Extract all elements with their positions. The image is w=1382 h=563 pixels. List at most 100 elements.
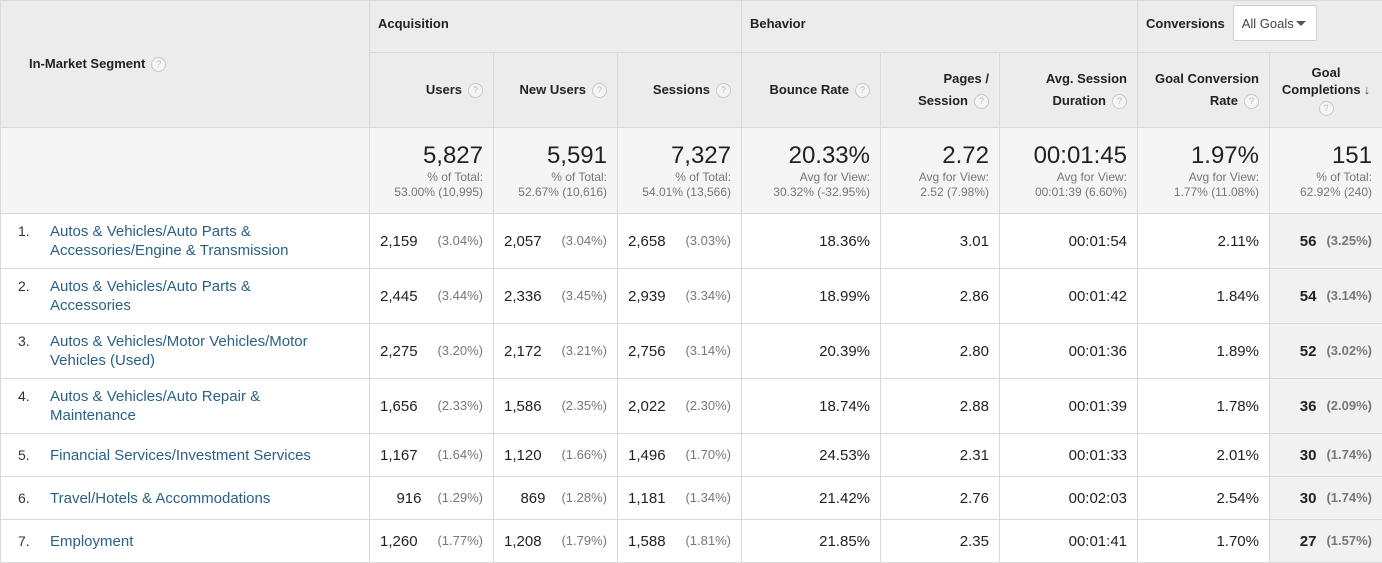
help-icon[interactable]: ?: [716, 83, 731, 99]
segment-line-1[interactable]: Autos & Vehicles/Motor Vehicles/Motor: [50, 333, 308, 350]
goal-completions-column-header[interactable]: Goal Completions ↓ ?: [1269, 52, 1382, 128]
total-detail: 52.67% (10,616): [518, 184, 607, 199]
segment-link[interactable]: Autos & Vehicles/Auto Parts & Accessories: [50, 277, 251, 315]
segment-cell: 2. Autos & Vehicles/Auto Parts & Accessor…: [0, 268, 370, 324]
goal-completions-percent: (1.57%): [1326, 532, 1372, 548]
segment-line-1[interactable]: Autos & Vehicles/Auto Parts &: [50, 223, 251, 240]
segment-line-2[interactable]: Vehicles (Used): [50, 352, 156, 369]
users-cell: 2,159 (3.04%): [369, 213, 494, 269]
goal-completions-percent: (3.25%): [1326, 232, 1372, 248]
bounce-rate-column-header[interactable]: Bounce Rate?: [741, 52, 881, 128]
goal-conversion-rate-cell: 1.70%: [1137, 519, 1270, 563]
segment-link[interactable]: Autos & Vehicles/Motor Vehicles/Motor Veh…: [50, 332, 308, 370]
chevron-down-icon: [1295, 20, 1306, 26]
help-icon[interactable]: ?: [1318, 100, 1334, 116]
sort-descending-icon[interactable]: ↓: [1363, 82, 1371, 98]
pages-session-cell: 2.31: [880, 433, 1000, 477]
total-new-users: 5,591 % of Total: 52.67% (10,616): [493, 127, 618, 214]
total-detail: 30.32% (-32.95%): [773, 184, 870, 199]
gcr-header-line2: Rate: [1209, 93, 1238, 108]
avg-session-duration-cell: 00:01:33: [999, 433, 1138, 477]
avg-session-duration-column-header[interactable]: Avg. Session Duration?: [999, 52, 1138, 128]
segment-line-2[interactable]: Maintenance: [50, 407, 136, 424]
help-icon[interactable]: ?: [468, 83, 483, 99]
goal-completions-percent: (3.14%): [1326, 287, 1372, 303]
pages-session-cell: 2.80: [880, 323, 1000, 379]
total-detail: 54.01% (13,566): [642, 184, 731, 199]
gcr-header-line1: Goal Conversion: [1154, 71, 1259, 86]
users-percent: (3.20%): [437, 342, 483, 358]
pages-session-cell: 2.35: [880, 519, 1000, 563]
users-percent: (1.29%): [437, 489, 483, 505]
pages-session-column-header[interactable]: Pages / Session?: [880, 52, 1000, 128]
segment-link[interactable]: Autos & Vehicles/Auto Repair & Maintenanc…: [50, 387, 260, 425]
users-cell: 2,445 (3.44%): [369, 268, 494, 324]
goal-completions-value: 54: [1299, 287, 1317, 305]
segment-cell: 3. Autos & Vehicles/Motor Vehicles/Motor…: [0, 323, 370, 379]
bounce-rate-cell: 18.74%: [741, 378, 881, 434]
segment-link[interactable]: Autos & Vehicles/Auto Parts & Accessories…: [50, 222, 288, 260]
new-users-cell: 2,172 (3.21%): [493, 323, 618, 379]
table-row: 5. Financial Services/Investment Service…: [0, 433, 1382, 477]
help-icon[interactable]: ?: [592, 83, 607, 99]
users-column-header[interactable]: Users?: [369, 52, 494, 128]
segment-line-1[interactable]: Autos & Vehicles/Auto Repair &: [50, 388, 261, 405]
sessions-value: 2,939: [628, 287, 666, 305]
help-icon[interactable]: ?: [1112, 94, 1127, 110]
total-detail: 1.77% (11.08%): [1173, 184, 1259, 199]
segment-column-header[interactable]: In-Market Segment?: [0, 0, 370, 128]
total-detail: 2.52 (7.98%): [920, 184, 989, 199]
totals-row: 5,827 % of Total: 53.00% (10,995) 5,591 …: [0, 127, 1382, 214]
new-users-percent: (1.66%): [561, 446, 607, 462]
segment-link[interactable]: Travel/Hotels & Accommodations: [50, 489, 271, 507]
goal-conversion-rate-cell: 2.11%: [1137, 213, 1270, 269]
avg-session-duration-cell: 00:01:54: [999, 213, 1138, 269]
total-caption: Avg for View:: [918, 169, 989, 184]
users-value: 916: [396, 489, 422, 507]
conversions-group-label: Conversions: [1146, 15, 1225, 31]
row-number: 3.: [18, 333, 30, 349]
avg-session-duration-cell: 00:01:41: [999, 519, 1138, 563]
sessions-header-label: Sessions: [652, 82, 710, 97]
row-number: 5.: [18, 446, 30, 463]
goal-conversion-rate-cell: 2.54%: [1137, 476, 1270, 520]
segment-line-2[interactable]: Accessories: [50, 297, 131, 314]
total-pages-session: 2.72 Avg for View: 2.52 (7.98%): [880, 127, 1000, 214]
total-value: 7,327: [670, 141, 731, 169]
users-value: 1,167: [380, 446, 418, 464]
sessions-percent: (3.14%): [685, 342, 731, 358]
sessions-value: 2,022: [628, 397, 666, 415]
sessions-column-header[interactable]: Sessions?: [617, 52, 742, 128]
total-sessions: 7,327 % of Total: 54.01% (13,566): [617, 127, 742, 214]
total-value: 2.72: [942, 141, 989, 169]
bounce-rate-cell: 20.39%: [741, 323, 881, 379]
new-users-cell: 1,586 (2.35%): [493, 378, 618, 434]
help-icon[interactable]: ?: [974, 94, 989, 110]
segment-cell: 7. Employment: [0, 519, 370, 563]
goal-conversion-rate-cell: 2.01%: [1137, 433, 1270, 477]
goal-completions-percent: (3.02%): [1326, 342, 1372, 358]
segment-line-2[interactable]: Accessories/Engine & Transmission: [50, 242, 289, 259]
new-users-value: 2,057: [504, 232, 542, 250]
users-cell: 1,167 (1.64%): [369, 433, 494, 477]
help-icon[interactable]: ?: [151, 57, 167, 73]
new-users-percent: (1.79%): [561, 532, 607, 548]
users-percent: (1.77%): [437, 532, 483, 548]
new-users-value: 2,336: [504, 287, 542, 305]
users-percent: (2.33%): [437, 397, 483, 413]
goal-select-value: All Goals: [1241, 15, 1294, 31]
goal-conversion-rate-column-header[interactable]: Goal Conversion Rate?: [1137, 52, 1270, 128]
avg-session-duration-cell: 00:02:03: [999, 476, 1138, 520]
segment-link[interactable]: Financial Services/Investment Services: [50, 446, 311, 464]
help-icon[interactable]: ?: [855, 83, 870, 99]
new-users-column-header[interactable]: New Users?: [493, 52, 618, 128]
goal-select-dropdown[interactable]: All Goals: [1232, 5, 1317, 41]
segment-link[interactable]: Employment: [50, 532, 134, 550]
bounce-rate-header-label: Bounce Rate: [769, 82, 849, 97]
help-icon[interactable]: ?: [1244, 94, 1259, 110]
pages-header-line1: Pages /: [943, 71, 989, 86]
goal-completions-cell: 52 (3.02%): [1269, 323, 1382, 379]
sessions-percent: (3.03%): [685, 232, 731, 248]
total-caption: Avg for View:: [1188, 169, 1259, 184]
segment-line-1[interactable]: Autos & Vehicles/Auto Parts &: [50, 278, 251, 295]
